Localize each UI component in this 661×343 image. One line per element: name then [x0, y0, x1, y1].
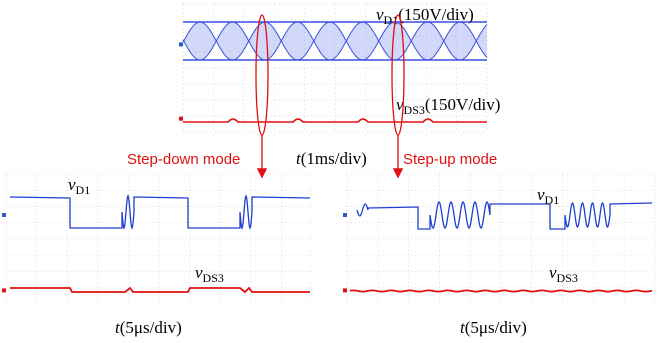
vd1-trace: [10, 196, 310, 228]
scope-grid: [6, 174, 312, 304]
figure: vD1(150V/div) vDS3(150V/div) t(1ms/div) …: [0, 0, 661, 343]
top-vd1-label: vD1(150V/div): [376, 5, 474, 27]
step-down-label: Step-down mode: [127, 151, 240, 168]
subscript: DS3: [404, 103, 425, 117]
left-time-label: t(5μs/div): [115, 318, 182, 337]
right-vd1-label: vD1: [537, 185, 559, 207]
scale: (150V/div): [398, 5, 474, 24]
subscript: D1: [545, 193, 560, 207]
scale: (5μs/div): [120, 318, 182, 337]
top-vds3-label: vDS3(150V/div): [396, 95, 500, 117]
ch-marker: [2, 213, 6, 217]
ch-marker: [2, 288, 6, 292]
subscript: DS3: [203, 271, 224, 285]
vd1-trace: [357, 202, 652, 229]
scope-grid: [347, 174, 655, 304]
top-time-label: t(1ms/div): [296, 149, 367, 168]
ch-marker: [343, 213, 347, 217]
vds3-trace: [350, 290, 652, 291]
subscript: D1: [76, 183, 91, 197]
right-time-label: t(5μs/div): [460, 318, 527, 337]
page: {"top": {"v_d1": {"symbol": "v", "subscr…: [0, 0, 661, 343]
subscript: DS3: [557, 271, 578, 285]
step-up-label: Step-up mode: [403, 151, 497, 168]
ch-marker: [343, 288, 347, 292]
left-vds3-label: vDS3: [195, 263, 224, 285]
scale: (1ms/div): [301, 149, 367, 168]
scale: (150V/div): [425, 95, 501, 114]
vd1-envelope: [183, 22, 487, 60]
ch-marker: [179, 42, 183, 46]
right-vds3-label: vDS3: [549, 263, 578, 285]
scale: (5μs/div): [465, 318, 527, 337]
ch-marker: [179, 117, 183, 121]
left-vd1-label: vD1: [68, 175, 90, 197]
vds3-trace: [10, 288, 310, 292]
